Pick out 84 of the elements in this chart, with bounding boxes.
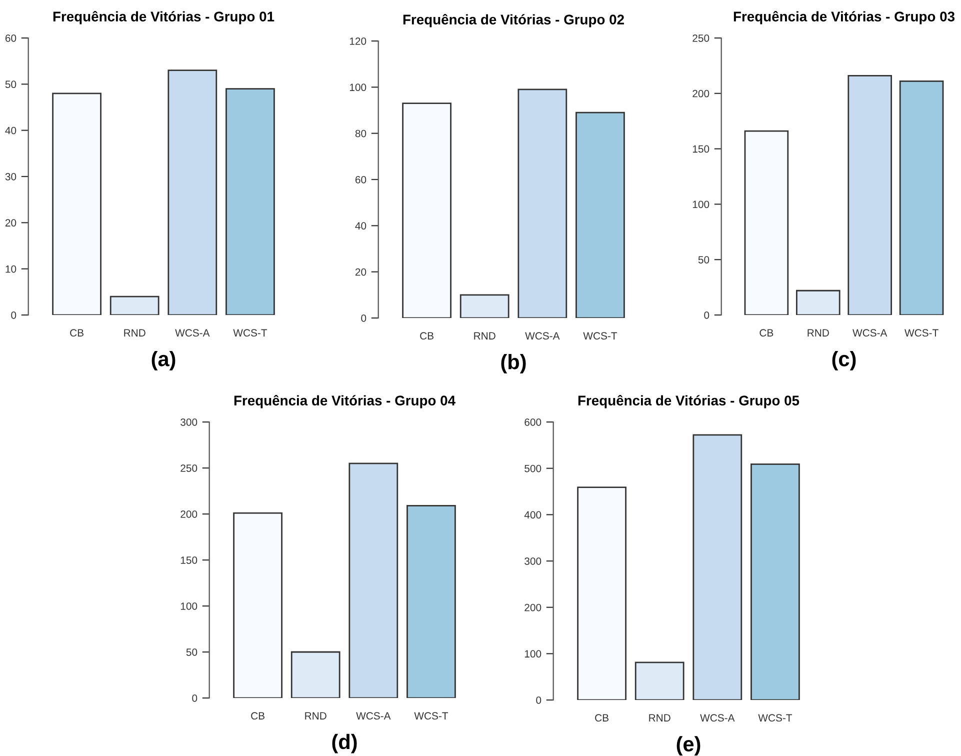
text: (c) xyxy=(832,351,856,370)
chart-title: Frequência de Vitórias - Grupo 02 xyxy=(403,14,624,28)
x-tick-label: RND xyxy=(649,714,670,722)
bar xyxy=(52,92,102,315)
bar xyxy=(634,662,684,700)
chart-title: Frequência de Vitórias - Grupo 03 xyxy=(734,10,955,24)
text: (e) xyxy=(676,736,700,756)
y-tick-label: 40 xyxy=(5,126,16,134)
text: (a) xyxy=(152,351,176,370)
bar xyxy=(290,651,340,698)
y-tick-label: 300 xyxy=(524,558,542,565)
bar xyxy=(460,294,510,318)
y-tick-label: 250 xyxy=(692,34,710,42)
bar xyxy=(406,505,456,698)
bar xyxy=(848,74,892,315)
y-tick-label: 40 xyxy=(355,222,366,230)
y-tick-label: 20 xyxy=(5,219,16,227)
y-tick-label: 500 xyxy=(524,464,542,472)
y-tick-label: 30 xyxy=(5,173,16,180)
bar xyxy=(518,88,568,318)
x-tick-label: CB xyxy=(595,714,608,722)
y-tick-label: 250 xyxy=(180,464,198,472)
y-tick-label: 100 xyxy=(180,602,198,610)
y-tick-label: 0 xyxy=(192,694,198,702)
y-tick-label: 0 xyxy=(11,312,16,319)
y-tick-label: 20 xyxy=(355,268,366,276)
bar xyxy=(233,512,282,698)
y-tick-label: 50 xyxy=(186,648,198,656)
bar xyxy=(110,296,160,315)
y-tick-label: 0 xyxy=(361,314,366,322)
y-tick-label: 150 xyxy=(180,556,198,564)
x-tick-label: RND xyxy=(305,712,326,720)
x-tick-label: CB xyxy=(70,329,84,337)
y-tick-label: 120 xyxy=(350,38,366,45)
y-tick-label: 300 xyxy=(180,418,198,426)
bar xyxy=(348,462,398,698)
y-tick-label: 0 xyxy=(536,696,542,704)
y-tick-label: 400 xyxy=(524,511,542,519)
x-tick-label: WCS-A xyxy=(700,714,735,722)
bar xyxy=(576,112,625,318)
y-tick-label: 150 xyxy=(692,145,710,153)
y-tick-label: 600 xyxy=(524,418,542,426)
x-tick-label: CB xyxy=(760,329,774,337)
x-tick-label: CB xyxy=(251,712,264,720)
bar xyxy=(577,486,626,700)
bar xyxy=(168,70,218,315)
x-tick-label: WCS-T xyxy=(583,332,618,340)
chart-title: Frequência de Vitórias - Grupo 01 xyxy=(53,10,274,24)
y-tick-label: 200 xyxy=(524,604,542,612)
chart-title: Frequência de Vitórias - Grupo 05 xyxy=(578,394,800,408)
x-tick-label: WCS-A xyxy=(356,712,391,720)
y-tick-label: 100 xyxy=(350,84,366,92)
bar xyxy=(750,463,800,700)
bar xyxy=(796,290,840,315)
x-tick-label: WCS-T xyxy=(758,714,792,722)
y-tick-label: 80 xyxy=(355,130,366,138)
x-tick-label: WCS-T xyxy=(233,329,268,337)
x-tick-label: RND xyxy=(124,329,146,336)
y-tick-label: 50 xyxy=(698,256,710,264)
x-tick-label: WCS-A xyxy=(525,332,560,340)
y-tick-label: 100 xyxy=(692,200,710,208)
y-tick-label: 0 xyxy=(704,312,710,319)
y-tick-label: 200 xyxy=(692,90,710,98)
y-tick-label: 60 xyxy=(355,176,366,184)
bar xyxy=(402,102,452,318)
x-tick-label: RND xyxy=(808,329,829,336)
y-tick-label: 100 xyxy=(524,650,542,658)
x-tick-label: WCS-A xyxy=(175,329,210,337)
y-tick-label: 50 xyxy=(5,80,16,88)
x-tick-label: WCS-T xyxy=(414,712,448,720)
y-tick-label: 10 xyxy=(6,265,16,273)
x-tick-label: RND xyxy=(474,332,496,340)
y-tick-label: 60 xyxy=(5,34,16,42)
bar xyxy=(899,80,944,315)
x-tick-label: WCS-A xyxy=(852,329,888,337)
bar xyxy=(744,130,789,315)
bar xyxy=(226,88,275,315)
text: (b) xyxy=(501,354,526,374)
x-tick-label: CB xyxy=(420,332,434,340)
bar xyxy=(692,434,742,700)
chart-title: Frequência de Vitórias - Grupo 04 xyxy=(234,394,456,408)
y-tick-label: 200 xyxy=(180,510,198,518)
x-tick-label: WCS-T xyxy=(904,329,938,337)
text: (d) xyxy=(332,734,357,754)
